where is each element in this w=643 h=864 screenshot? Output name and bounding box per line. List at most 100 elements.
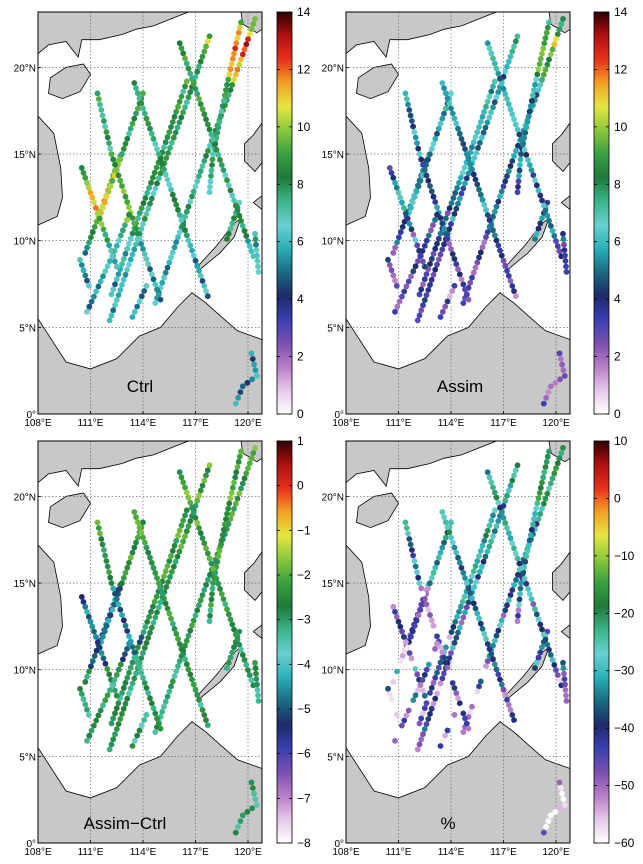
track-point <box>129 743 136 749</box>
track-point <box>141 110 148 117</box>
track-point <box>255 269 262 275</box>
track-point <box>540 400 547 407</box>
track-point <box>446 722 453 729</box>
track-point <box>545 818 552 824</box>
track-point <box>127 256 134 263</box>
track-point <box>103 623 110 629</box>
track-point <box>164 134 171 141</box>
track-point <box>122 222 128 229</box>
track-point <box>512 467 519 474</box>
track-point <box>136 235 143 242</box>
track-point <box>89 194 96 201</box>
track-point <box>476 254 482 261</box>
track-point <box>107 183 114 190</box>
track-point <box>82 679 89 685</box>
track-point <box>94 639 101 646</box>
track-point <box>472 264 479 271</box>
track-point <box>477 191 484 198</box>
track-point <box>252 230 258 237</box>
track-point <box>172 129 179 136</box>
track-point <box>138 205 145 212</box>
track-point <box>233 469 240 476</box>
track-point <box>133 85 139 91</box>
track-point <box>178 522 185 529</box>
track-point <box>164 176 171 183</box>
track-point <box>152 614 159 621</box>
track-point <box>446 634 453 641</box>
track-point <box>143 256 150 262</box>
track-point <box>484 98 491 105</box>
track-point <box>419 248 426 254</box>
track-point <box>408 204 414 211</box>
track-point <box>535 66 542 73</box>
track-point <box>462 575 468 581</box>
track-point <box>213 575 220 582</box>
track-point <box>165 150 172 156</box>
track-point <box>117 716 124 722</box>
track-point <box>84 673 90 680</box>
track-point <box>505 530 512 536</box>
track-point <box>491 507 498 514</box>
track-point <box>225 76 232 83</box>
track-point <box>237 818 244 824</box>
track-point <box>243 41 250 48</box>
land-3 <box>38 544 63 655</box>
track-point <box>215 124 222 131</box>
track-point <box>127 125 134 132</box>
track-point <box>432 628 439 634</box>
land-areas <box>38 441 262 843</box>
track-point <box>104 692 111 699</box>
track-point <box>98 107 105 113</box>
colorbar <box>593 440 610 844</box>
track-point <box>180 222 187 229</box>
track-point <box>491 208 498 215</box>
track-point <box>98 536 105 542</box>
track-point <box>168 186 174 193</box>
track-point <box>470 171 477 178</box>
track-point <box>229 55 236 62</box>
track-point <box>127 554 134 561</box>
track-point <box>252 659 258 666</box>
track-point <box>392 244 398 251</box>
track-point <box>174 553 181 560</box>
track-point <box>148 700 155 707</box>
colorbar-tick-label: −5 <box>297 702 311 716</box>
track-point <box>246 460 253 467</box>
track-point <box>430 271 437 278</box>
track-point <box>428 705 435 712</box>
track-point <box>465 156 472 163</box>
track-point <box>161 166 167 173</box>
track-point <box>99 541 106 548</box>
track-point <box>491 78 498 85</box>
track-point <box>563 269 570 275</box>
track-point <box>232 829 239 836</box>
track-point <box>549 657 556 663</box>
track-point <box>439 509 446 515</box>
track-point <box>85 282 92 289</box>
track-point <box>423 237 430 244</box>
track-point <box>141 216 148 222</box>
track-point <box>402 210 409 217</box>
track-point <box>552 379 559 386</box>
track-point <box>224 665 230 671</box>
track-point <box>537 649 544 656</box>
track-point <box>509 283 516 289</box>
track-point <box>239 480 246 487</box>
track-point <box>207 183 213 190</box>
track-point <box>495 198 502 205</box>
track-point <box>526 591 533 597</box>
track-point <box>560 659 566 666</box>
colorbar-tick-label: −40 <box>614 721 635 735</box>
track-point <box>140 629 147 635</box>
track-point <box>477 568 483 575</box>
track-point <box>526 537 533 544</box>
track-point <box>133 225 139 232</box>
track-point <box>428 617 435 624</box>
track-point <box>196 96 202 102</box>
track-point <box>134 230 141 237</box>
track-point <box>124 564 131 571</box>
track-point <box>403 712 410 719</box>
track-point <box>460 300 467 306</box>
track-point <box>122 140 129 147</box>
track-point <box>439 115 446 122</box>
